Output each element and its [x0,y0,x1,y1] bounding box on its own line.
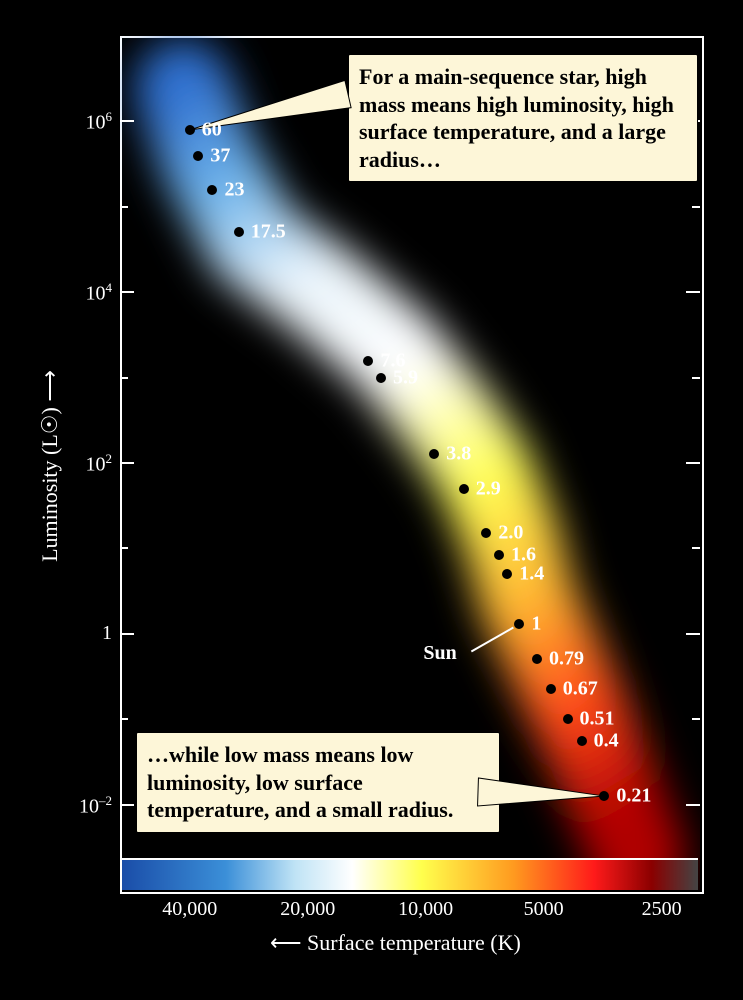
mass-point [429,449,439,459]
mass-point [459,484,469,494]
mass-label: 37 [210,144,230,167]
y-tick [120,120,134,122]
mass-point [514,619,524,629]
mass-point [546,684,556,694]
y-tick-label: 106 [40,109,112,135]
callout-high-mass: For a main-sequence star, high mass mean… [348,54,698,182]
mass-point [207,185,217,195]
mass-point [363,356,373,366]
y-tick-label: 104 [40,280,112,306]
y-tick-label: 1 [40,622,112,645]
x-axis-label: ⟵ Surface temperature (K) [270,930,521,956]
mass-point [481,528,491,538]
mass-label: 0.21 [616,785,651,808]
y-tick [120,633,134,635]
x-tick-label: 40,000 [162,898,217,921]
x-tick-label: 20,000 [280,898,335,921]
x-tick-label: 10,000 [398,898,453,921]
y-tick [686,462,700,464]
mass-point [234,227,244,237]
y-tick [686,804,700,806]
mass-label: 0.67 [563,678,598,701]
mass-label: 23 [224,178,244,201]
mass-label: 0.4 [594,729,619,752]
y-tick [120,462,134,464]
mass-label: 1.4 [519,563,544,586]
mass-point [193,151,203,161]
x-tick-label: 5000 [524,898,564,921]
mass-label: 0.51 [580,708,615,731]
mass-label: 5.9 [393,366,418,389]
y-tick [686,291,700,293]
mass-point [494,550,504,560]
mass-label: 2.9 [476,477,501,500]
mass-label: 0.79 [549,648,584,671]
mass-label: 2.0 [498,522,523,545]
y-tick-label: 10–2 [40,793,112,819]
y-tick [120,291,134,293]
y-tick [686,633,700,635]
y-tick [120,804,134,806]
mass-label: 17.5 [251,221,286,244]
mass-point [376,373,386,383]
sun-label: Sun [423,642,456,665]
mass-point [185,125,195,135]
spectrum-bar [122,858,698,890]
callout-low-mass: …while low mass means low luminosity, lo… [136,732,500,833]
mass-point [502,569,512,579]
mass-point [577,736,587,746]
mass-label: 60 [202,118,222,141]
mass-point [599,791,609,801]
mass-label: 3.8 [446,443,471,466]
x-tick-label: 2500 [642,898,682,921]
hr-diagram: Luminosity (L☉) ⟶ ⟵ Surface temperature … [0,0,743,1000]
mass-label: 1 [531,612,541,635]
mass-point [563,714,573,724]
y-tick-label: 102 [40,451,112,477]
mass-point [532,654,542,664]
